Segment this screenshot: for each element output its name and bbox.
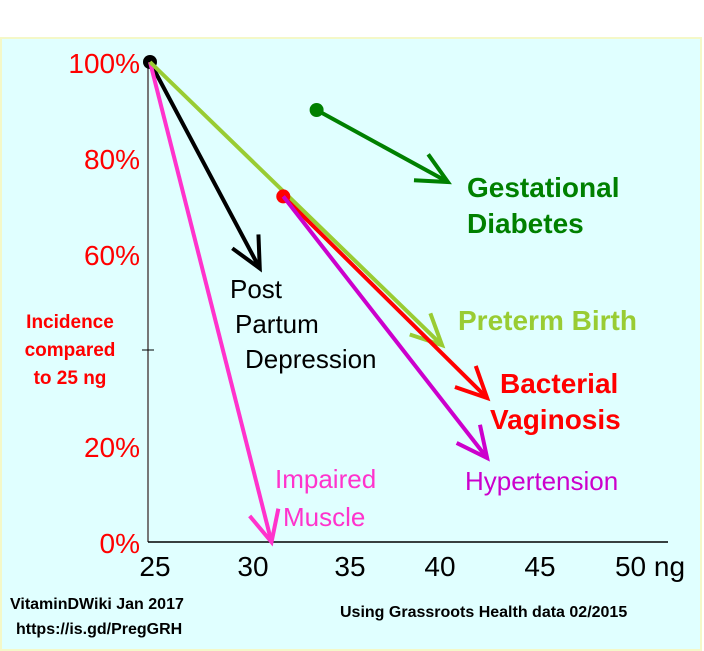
footer-source: Using Grassroots Health data 02/2015 (340, 604, 627, 621)
footer-url[interactable]: https://is.gd/PregGRH (16, 621, 182, 638)
series-label: Partum (235, 309, 319, 339)
series-arrowhead (248, 508, 281, 547)
series-label: Preterm Birth (458, 305, 637, 336)
series-arrow-line (281, 194, 489, 400)
y-tick-label: 100% (68, 48, 140, 79)
series-label: Post (230, 274, 283, 304)
y-tick-label: 20% (84, 432, 140, 463)
ylabel-line: compared (25, 340, 116, 361)
y-tick-label: 80% (84, 144, 140, 175)
series-arrow-line (148, 61, 262, 270)
series-label: Diabetes (467, 208, 584, 239)
series-arrow-line (148, 61, 274, 543)
x-tick-label: 45 (524, 551, 555, 582)
series-arrowhead (409, 312, 446, 349)
series-arrow-line (281, 195, 489, 460)
series-arrowhead (231, 234, 262, 273)
series-start-dot (309, 103, 324, 117)
x-tick-label: 50 ng (615, 551, 685, 582)
series-arrowhead (413, 153, 452, 185)
x-tick-label: 35 (334, 551, 365, 582)
series-arrow-line (148, 60, 444, 347)
y-axis-label: Incidence compared to 25 ng (25, 312, 116, 389)
series-label: Bacterial (500, 368, 618, 399)
series-label: Impaired (275, 464, 376, 494)
ylabel-line: to 25 ng (34, 368, 107, 389)
series-arrowhead (454, 365, 491, 402)
y-tick-label: 60% (84, 240, 140, 271)
series-label: Muscle (283, 502, 365, 532)
x-tick-label: 25 (139, 551, 170, 582)
x-tick-label: 30 (237, 551, 268, 582)
ylabel-line: Incidence (26, 312, 114, 333)
series-label: Depression (245, 344, 377, 374)
chart-panel (0, 37, 702, 651)
x-tick-label: 40 (424, 551, 455, 582)
series-arrowhead (455, 424, 490, 462)
footer-credit: VitaminDWiki Jan 2017 (10, 596, 184, 613)
series-label: Hypertension (465, 466, 618, 496)
y-tick-label: 0% (100, 528, 140, 559)
series-label: Gestational (467, 172, 619, 203)
series-arrow-line (315, 108, 449, 184)
series-label: Vaginosis (490, 404, 621, 435)
